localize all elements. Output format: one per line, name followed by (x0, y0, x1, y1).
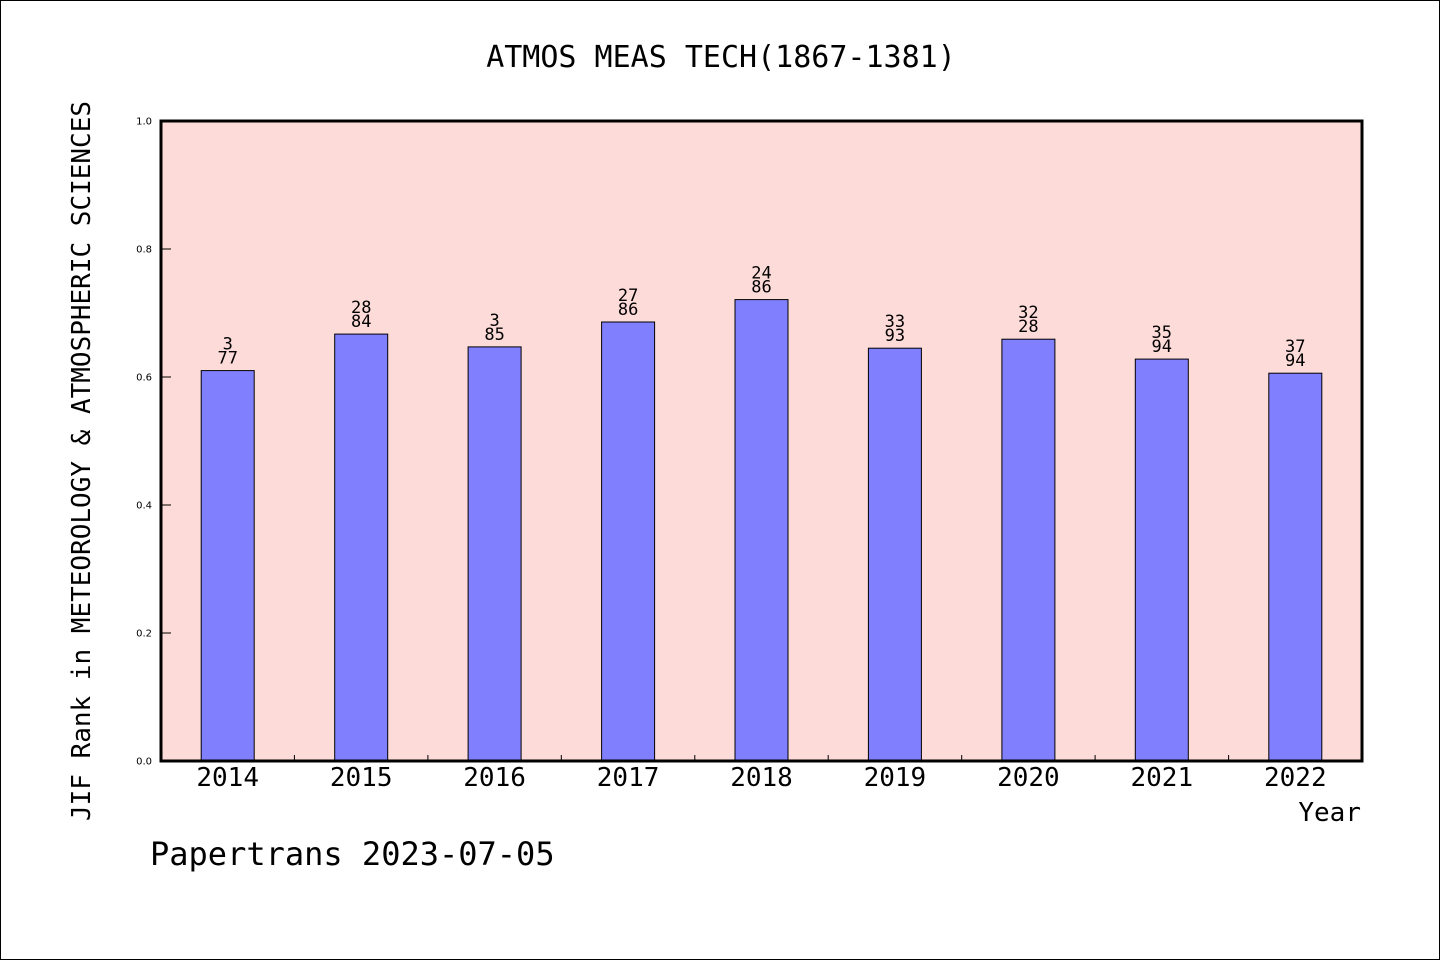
x-tick-label-2017: 2017 (597, 763, 660, 793)
bar-2015 (334, 333, 389, 762)
bar-label-bottom-2021: 94 (1152, 337, 1172, 357)
bar-label-bottom-2017: 86 (618, 300, 638, 320)
y-tick-label: 0.2 (136, 629, 152, 640)
y-axis-label: JIF Rank in METEOROLOGY & ATMOSPHERIC SC… (67, 101, 97, 821)
x-tick-label-2022: 2022 (1264, 763, 1327, 793)
bar-2021 (1134, 358, 1189, 762)
x-tick-label-2018: 2018 (730, 763, 793, 793)
x-tick-label-2020: 2020 (997, 763, 1060, 793)
bar-label-bottom-2020: 28 (1018, 317, 1038, 337)
bar-label-bottom-2015: 84 (351, 312, 371, 332)
bar-label-top-2017: 27 (618, 286, 638, 306)
bar-label-top-2015: 28 (351, 298, 371, 318)
bar-label-bottom-2018: 86 (751, 278, 771, 298)
y-tick-label: 0.0 (136, 757, 152, 768)
bar-label-bottom-2022: 94 (1285, 351, 1305, 371)
y-tick-label: 0.8 (136, 245, 152, 256)
y-tick-label: 0.4 (136, 501, 152, 512)
x-tick-label-2014: 2014 (196, 763, 259, 793)
bar-label-top-2019: 33 (885, 312, 905, 332)
bar-2014 (200, 370, 255, 762)
x-tick-label-2015: 2015 (330, 763, 393, 793)
chart-title: ATMOS MEAS TECH(1867-1381) (486, 40, 956, 75)
bar-2016 (467, 346, 522, 762)
bar-label-bottom-2014: 77 (217, 349, 237, 369)
bar-2017 (601, 321, 656, 762)
bar-label-top-2020: 32 (1018, 303, 1038, 323)
y-tick-label: 0.6 (136, 373, 152, 384)
bar-label-top-2018: 24 (751, 264, 771, 284)
x-axis-label: Year (1298, 798, 1361, 828)
bar-label-top-2022: 37 (1285, 337, 1305, 357)
x-tick-label-2016: 2016 (463, 763, 526, 793)
footer-text: Papertrans 2023-07-05 (150, 835, 555, 873)
bar-label-top-2021: 35 (1152, 323, 1172, 343)
axis-ticks-group: 2014 2015 2016 2017 2018 2019 2020 2021 2022 0.0 0… (136, 117, 1327, 794)
bar-label-top-2014: 3 (223, 335, 233, 355)
plot-border (159, 119, 1364, 763)
bar-2019 (867, 347, 922, 762)
bar-2022 (1268, 372, 1323, 762)
x-tick-label-2021: 2021 (1130, 763, 1193, 793)
bar-2018 (734, 299, 789, 762)
y-tick-label: 1.0 (136, 117, 152, 128)
bar-2020 (1001, 338, 1056, 762)
bar-label-bottom-2019: 93 (885, 326, 905, 346)
bar-label-top-2016: 3 (489, 311, 499, 331)
x-tick-label-2019: 2019 (864, 763, 927, 793)
bar-label-bottom-2016: 85 (484, 325, 504, 345)
